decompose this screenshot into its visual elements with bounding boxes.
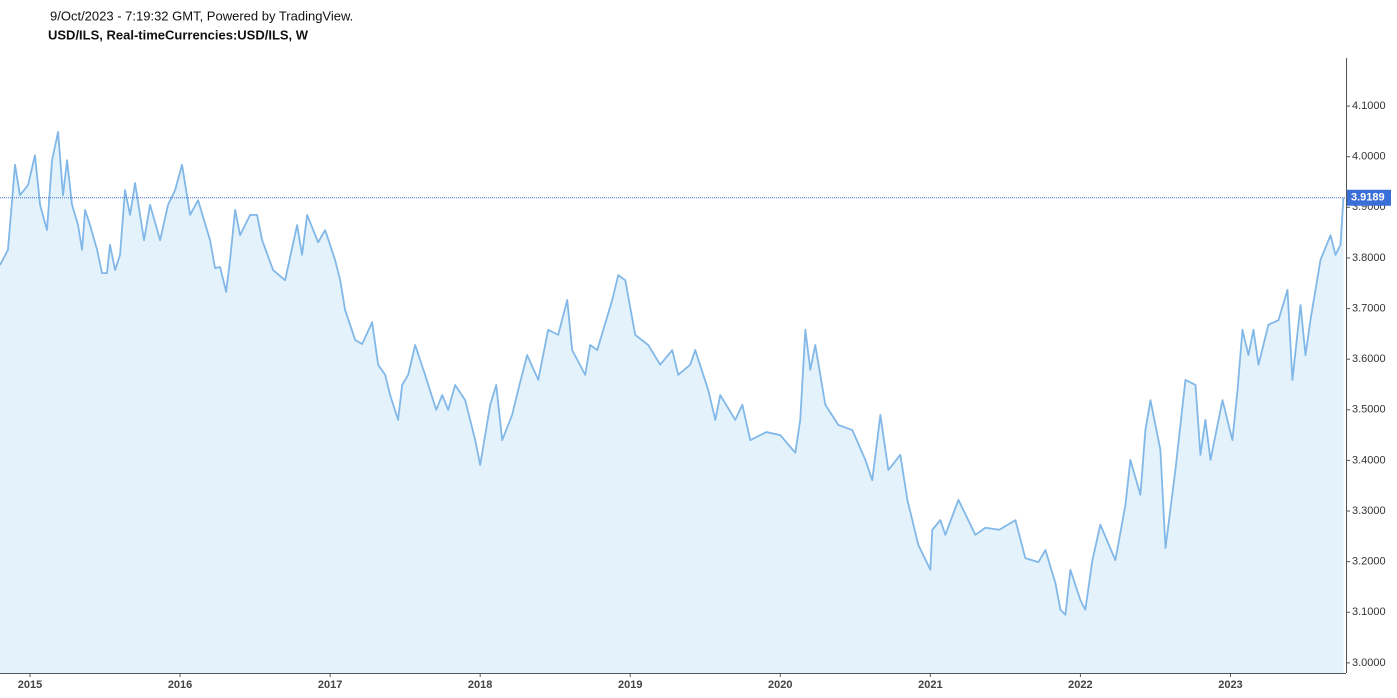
chart-title: USD/ILS, Real-timeCurrencies:USD/ILS, W (48, 27, 309, 42)
y-tick-label: 3.1000 (1352, 606, 1386, 618)
x-tick-label: 2022 (1068, 679, 1092, 691)
y-tick-label: 4.0000 (1352, 151, 1386, 163)
y-tick-label: 3.8000 (1352, 252, 1386, 264)
x-tick-label: 2015 (18, 679, 42, 691)
y-tick-label: 3.4000 (1352, 454, 1386, 466)
y-tick-label: 3.6000 (1352, 353, 1386, 365)
last-value-label: 3.9189 (1351, 192, 1385, 204)
y-tick-label: 3.7000 (1352, 302, 1386, 314)
chart-subtitle: 9/Oct/2023 - 7:19:32 GMT, Powered by Tra… (50, 8, 353, 23)
y-tick-label: 3.2000 (1352, 556, 1386, 568)
x-tick-label: 2023 (1218, 679, 1242, 691)
last-value-box (1347, 189, 1391, 206)
x-tick-label: 2017 (318, 679, 342, 691)
x-tick-label: 2020 (768, 679, 792, 691)
y-tick-label: 4.1000 (1352, 100, 1386, 112)
x-tick-label: 2018 (468, 679, 492, 691)
x-tick-label: 2016 (168, 679, 192, 691)
y-tick-label: 3.0000 (1352, 657, 1386, 669)
x-tick-label: 2019 (618, 679, 642, 691)
area-fill (0, 131, 1344, 673)
x-tick-label: 2021 (918, 679, 942, 691)
y-tick-label: 3.3000 (1352, 505, 1386, 517)
price-line (0, 131, 1345, 616)
y-tick-label: 3.5000 (1352, 404, 1386, 416)
